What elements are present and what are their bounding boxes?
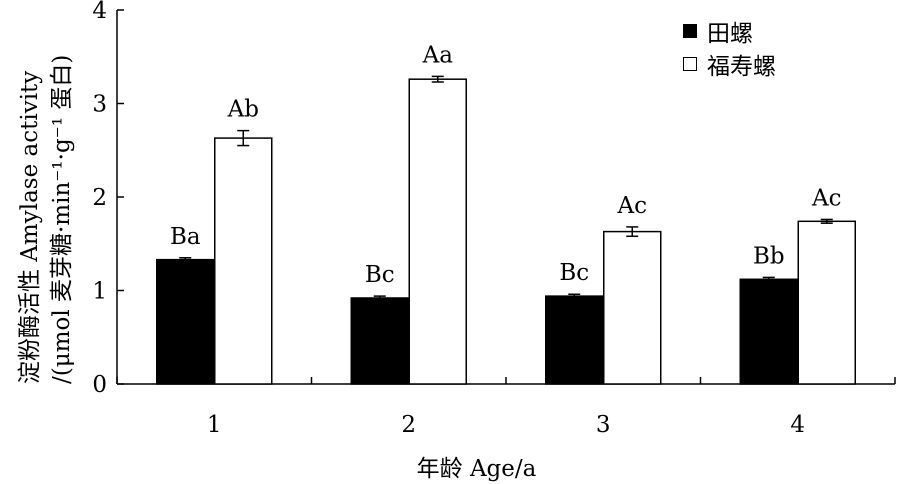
x-tick-label: 2 — [401, 412, 416, 438]
x-tick-label: 4 — [790, 412, 805, 438]
significance-label: Ba — [170, 224, 201, 250]
bar — [408, 78, 467, 385]
legend-item-fushouluo: 福寿螺 — [683, 47, 776, 80]
bar — [603, 230, 662, 385]
x-axis-title: 年龄 Age/a — [416, 456, 537, 482]
significance-label: Ac — [811, 185, 842, 211]
bar — [739, 278, 798, 385]
y-tick-label: 3 — [92, 92, 107, 118]
y-tick-label: 0 — [92, 372, 107, 398]
y-tick-label: 4 — [92, 0, 107, 24]
x-tick-label: 1 — [207, 412, 222, 438]
significance-label: Bc — [559, 260, 589, 286]
bar — [797, 220, 856, 385]
legend-label-fushouluo: 福寿螺 — [707, 53, 776, 80]
legend-swatch-tianluo — [683, 23, 697, 38]
legend-swatch-fushouluo — [683, 56, 697, 71]
x-tick-label: 3 — [596, 412, 611, 438]
bar — [156, 258, 215, 385]
bar — [214, 137, 273, 385]
significance-label: Bb — [753, 243, 785, 269]
y-tick-label: 2 — [92, 185, 107, 211]
legend: 田螺 福寿螺 — [683, 14, 776, 80]
y-tick-label: 1 — [92, 279, 107, 305]
legend-label-tianluo: 田螺 — [707, 20, 753, 47]
significance-label: Ab — [227, 97, 259, 123]
y-axis-title-line2: /(μmol 麦芽糖·min⁻¹·g⁻¹ 蛋白) — [49, 54, 75, 384]
significance-label: Ac — [617, 193, 648, 219]
legend-item-tianluo: 田螺 — [683, 14, 776, 47]
significance-label: Aa — [422, 42, 454, 68]
bar — [350, 297, 409, 385]
bar — [545, 295, 604, 385]
significance-label: Bc — [365, 262, 395, 288]
y-axis-title-line1: 淀粉酶活性 Amylase activity — [17, 70, 43, 384]
